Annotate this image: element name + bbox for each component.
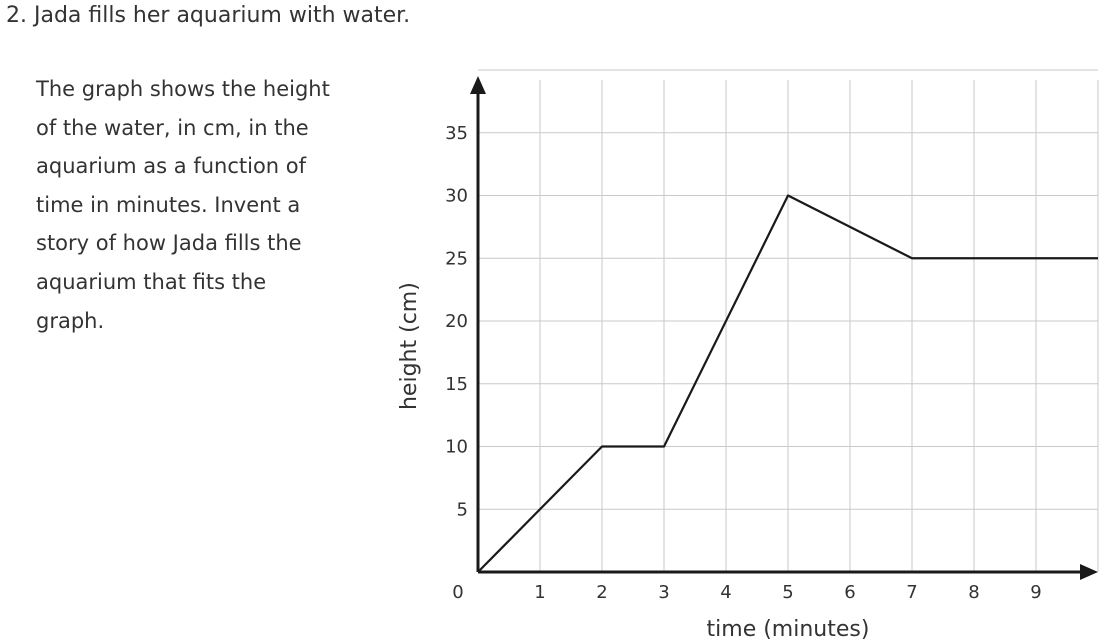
y-axis-title: height (cm)	[397, 282, 422, 410]
question-title: 2. Jada fills her aquarium with water.	[6, 3, 411, 28]
chart-axes	[470, 76, 1098, 580]
prompt-line: The graph shows the height	[36, 77, 330, 101]
y-tick-label: 15	[445, 374, 468, 395]
prompt-line: graph.	[36, 308, 105, 333]
y-tick-label: 25	[445, 248, 468, 269]
prompt-line: aquarium that fits the	[36, 269, 267, 294]
x-tick-label: 6	[844, 582, 855, 603]
y-tick-label: 10	[445, 437, 468, 458]
x-tick-label: 9	[1030, 582, 1041, 603]
y-tick-label: 30	[445, 186, 468, 207]
y-axis-arrow	[470, 76, 486, 94]
question-prompt: The graph shows the height of the water,…	[36, 70, 396, 340]
prompt-line: aquarium as a function of	[36, 154, 307, 179]
y-tick-label: 5	[457, 499, 468, 520]
series-line	[477, 194, 1098, 573]
x-axis-title: time (minutes)	[707, 617, 870, 642]
x-tick-label: 2	[596, 582, 607, 603]
chart-grid	[478, 69, 1099, 572]
x-tick-label: 4	[720, 582, 731, 603]
origin-label: 0	[452, 582, 463, 603]
x-tick-label: 7	[906, 582, 917, 603]
y-tick-label: 35	[445, 123, 468, 144]
prompt-line: story of how Jada fills the	[36, 231, 302, 256]
prompt-line: of the water, in cm, in the	[36, 115, 309, 140]
chart-series	[477, 194, 1098, 573]
y-tick-label: 20	[445, 311, 468, 332]
x-axis-arrow	[1080, 564, 1098, 580]
x-tick-label: 1	[534, 582, 545, 603]
x-tick-label: 3	[658, 582, 669, 603]
x-tick-label: 5	[782, 582, 793, 603]
prompt-line: time in minutes. Invent a	[36, 192, 301, 217]
x-tick-label: 8	[968, 582, 979, 603]
chart-tick-labels: 1 2 3 4 5 6 7 8 9 5 10 15 20 25 30 35 0	[445, 123, 1042, 603]
